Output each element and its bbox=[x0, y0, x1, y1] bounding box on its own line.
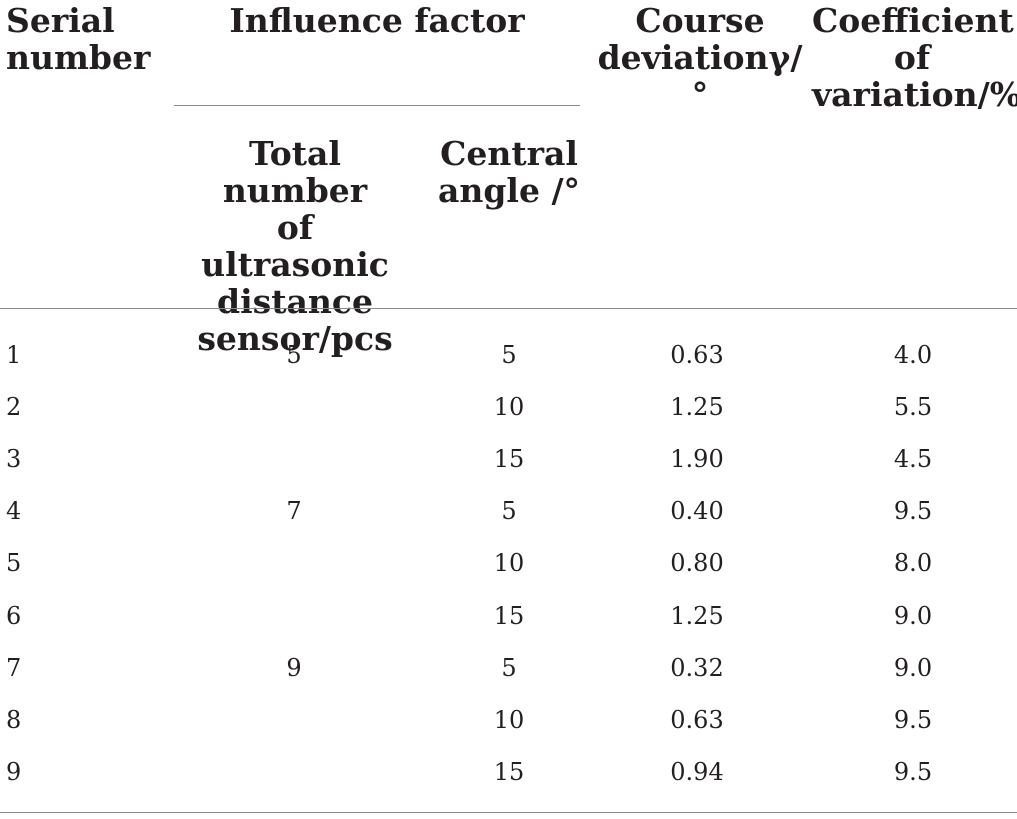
cell-coefficient-variation: 4.0 bbox=[893, 341, 933, 369]
cell-serial-number: 8 bbox=[6, 706, 22, 734]
cell-central-angle: 10 bbox=[493, 549, 525, 577]
header-course-deviation: Course deviationγ/° bbox=[597, 1, 803, 114]
cell-course-deviation: 0.94 bbox=[670, 758, 724, 786]
table-bottom-rule bbox=[0, 812, 1017, 813]
cell-course-deviation: 1.90 bbox=[670, 445, 724, 473]
cell-course-deviation: 0.63 bbox=[670, 341, 724, 369]
cell-central-angle: 15 bbox=[493, 758, 525, 786]
cell-serial-number: 9 bbox=[6, 758, 22, 786]
header-coefficient-variation: Coefficient of variation/% bbox=[812, 1, 1017, 114]
cell-course-deviation: 0.80 bbox=[670, 549, 724, 577]
cell-course-deviation: 1.25 bbox=[670, 602, 724, 630]
cell-total-sensors: 9 bbox=[286, 654, 302, 682]
cell-course-deviation: 1.25 bbox=[670, 393, 724, 421]
header-total-sensors: Total number of ultrasonic distance sens… bbox=[197, 134, 393, 358]
cell-serial-number: 6 bbox=[6, 602, 22, 630]
header-influence-factor: Influence factor bbox=[229, 1, 525, 40]
cell-coefficient-variation: 8.0 bbox=[893, 549, 933, 577]
cell-central-angle: 15 bbox=[493, 602, 525, 630]
cell-serial-number: 5 bbox=[6, 549, 22, 577]
cell-central-angle: 5 bbox=[501, 654, 517, 682]
cell-total-sensors: 5 bbox=[286, 341, 302, 369]
header-serial-number: Serial number bbox=[6, 1, 151, 77]
cell-coefficient-variation: 9.0 bbox=[893, 654, 933, 682]
cell-coefficient-variation: 9.5 bbox=[893, 758, 933, 786]
cell-serial-number: 7 bbox=[6, 654, 22, 682]
cell-coefficient-variation: 4.5 bbox=[893, 445, 933, 473]
cell-course-deviation: 0.63 bbox=[670, 706, 724, 734]
cell-serial-number: 3 bbox=[6, 445, 22, 473]
cell-course-deviation: 0.32 bbox=[670, 654, 724, 682]
cell-central-angle: 10 bbox=[493, 706, 525, 734]
cell-central-angle: 10 bbox=[493, 393, 525, 421]
cell-coefficient-variation: 9.5 bbox=[893, 497, 933, 525]
header-bottom-rule bbox=[0, 308, 1017, 309]
cell-central-angle: 5 bbox=[501, 497, 517, 525]
cell-central-angle: 5 bbox=[501, 341, 517, 369]
cell-coefficient-variation: 9.5 bbox=[893, 706, 933, 734]
influence-factor-underline bbox=[174, 105, 580, 106]
cell-serial-number: 4 bbox=[6, 497, 22, 525]
header-central-angle: Central angle /° bbox=[437, 134, 581, 210]
cell-serial-number: 1 bbox=[6, 341, 22, 369]
cell-total-sensors: 7 bbox=[286, 497, 302, 525]
cell-central-angle: 15 bbox=[493, 445, 525, 473]
cell-serial-number: 2 bbox=[6, 393, 22, 421]
cell-course-deviation: 0.40 bbox=[670, 497, 724, 525]
cell-coefficient-variation: 9.0 bbox=[893, 602, 933, 630]
cell-coefficient-variation: 5.5 bbox=[893, 393, 933, 421]
